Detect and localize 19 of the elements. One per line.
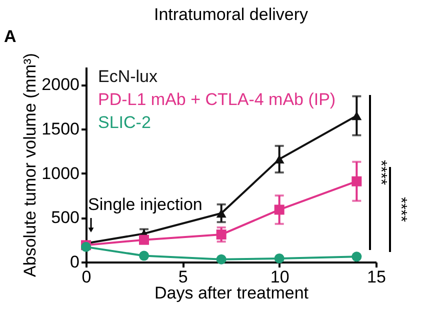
y-tick-label: 500 [51, 208, 80, 228]
annotation: Single injection [88, 195, 202, 214]
x-axis-title: Days after treatment [154, 284, 309, 302]
text: PD-L1 mAb + CTLA-4 mAb (IP) [98, 90, 336, 109]
text: EcN-lux [98, 67, 158, 86]
annotation: **** [372, 160, 389, 185]
text: SLIC-2 [98, 113, 151, 132]
x-tick-label: 0 [82, 268, 92, 286]
y-tick-label: 1500 [42, 120, 80, 139]
y-tick-label: 1000 [42, 164, 80, 183]
chart-title: Intratumoral delivery [154, 5, 308, 24]
y-tick-label: 0 [70, 252, 80, 272]
x-tick-label: 15 [367, 268, 386, 286]
x-tick-label: 10 [270, 268, 290, 286]
x-tick-label: 5 [178, 268, 188, 286]
y-axis-title: Absolute tumor volume (mm³) [20, 53, 40, 277]
text: **** [392, 197, 409, 222]
y-tick-label: 2000 [42, 75, 80, 94]
text: A [4, 27, 16, 46]
